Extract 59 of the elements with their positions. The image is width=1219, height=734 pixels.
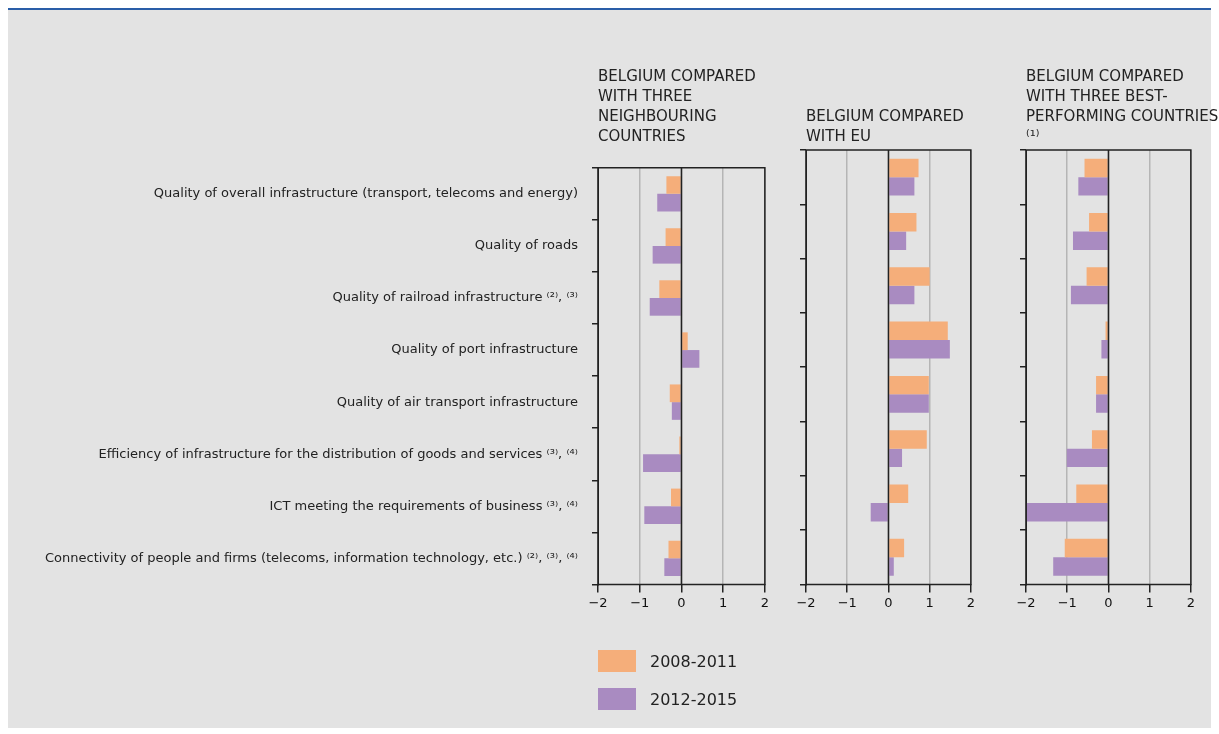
bar [889,158,919,178]
bar [889,430,927,449]
bar [664,558,681,577]
bar [671,488,681,507]
x-tick-label: 0 [677,594,686,610]
chart-title: BELGIUM COMPARED WITH THREE BEST-PERFORMING COUNTRIES ⁽¹⁾ [1026,66,1219,146]
bar [649,297,681,316]
y-tick-label: Quality of port infrastructure [391,341,578,357]
bar [643,454,681,472]
legend-label: 2012-2015 [650,689,738,709]
x-tick-label: 1 [925,594,934,610]
bar [889,484,909,503]
bar [889,285,915,305]
bar [889,267,930,286]
y-tick-label: Quality of railroad infrastructure ⁽²⁾, ⁽³⁾ [332,289,578,305]
bar [889,375,929,395]
bar [644,506,681,524]
y-tick-label: Quality of roads [474,237,579,253]
bar [889,340,950,359]
bar [652,245,681,264]
y-tick-label: Quality of overall infrastructure (transport, telecoms and energy) [153,185,578,201]
bar [682,332,688,351]
x-tick-label: 1 [1145,594,1154,610]
bar [682,350,700,368]
bar [889,538,905,558]
legend-label: 2008-2011 [650,651,738,671]
x-tick-label: −1 [630,594,650,610]
y-tick-label: Connectivity of people and firms (telecoms, information technology, etc.) ⁽²⁾, ⁽³⁾, ⁽⁴⁾ [44,549,578,565]
bar [889,212,917,232]
bar [659,280,681,298]
y-tick-label: Quality of air transport infrastructure [336,393,578,409]
bar [657,193,681,212]
x-tick-label: −1 [837,594,857,610]
bar [889,394,929,413]
bar [666,176,681,194]
x-tick-label: −2 [588,594,608,610]
y-tick-label: Efficiency of infrastructure for the distribution of goods and services ⁽³⁾, ⁽⁴⁾ [98,445,578,461]
bar [889,321,948,341]
x-tick-label: −2 [1016,594,1036,610]
x-tick-label: −2 [796,594,816,610]
x-tick-label: 2 [966,594,976,610]
bar [889,177,915,196]
bar [671,402,681,420]
bar [669,384,681,403]
chart-title: BELGIUM COMPARED WITH THREE NEIGHBOURING COUNTRIES [598,66,757,146]
y-tick-label: ICT meeting the requirements of business ⁽³⁾, ⁽⁴⁾ [269,497,578,513]
x-tick-label: 2 [760,594,770,610]
bar [870,502,888,522]
x-tick-label: 2 [1186,594,1196,610]
x-tick-label: 1 [719,594,728,610]
bar [889,448,903,468]
bar [889,557,894,576]
chart-title: BELGIUM COMPARED WITH EU [806,106,965,146]
bar [665,228,681,246]
bar [889,231,907,250]
bar [668,540,681,559]
x-tick-label: 0 [1104,594,1113,610]
x-tick-label: 0 [884,594,893,610]
x-tick-label: −1 [1057,594,1077,610]
